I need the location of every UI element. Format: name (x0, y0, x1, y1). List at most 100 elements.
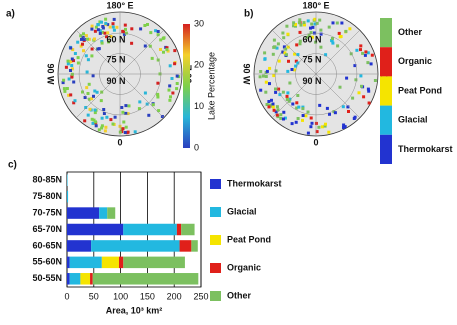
map-pixel (272, 53, 275, 56)
map-pixel (109, 118, 112, 121)
map-pixel (273, 39, 276, 42)
map-pixel (130, 27, 133, 30)
bar-segment (67, 273, 70, 285)
map-pixel (81, 43, 84, 46)
map-pixel (92, 74, 95, 77)
bar-segment (90, 273, 93, 285)
map-pixel (317, 126, 320, 129)
map-pixel (101, 117, 104, 120)
map-pixel (112, 22, 115, 25)
map-pixel (100, 99, 103, 102)
map-pixel (143, 24, 146, 27)
map-pixel (176, 75, 179, 78)
map-pixel (362, 95, 365, 98)
map-pixel (267, 100, 270, 103)
map-pixel (85, 54, 88, 57)
map-pixel (152, 103, 155, 106)
map-pixel (276, 105, 279, 108)
map-pixel (168, 84, 171, 87)
map-pixel (85, 34, 88, 37)
legend-swatch (210, 263, 221, 273)
map-pixel (300, 24, 303, 27)
x-tick-label: 0 (64, 291, 69, 301)
map-pixel (338, 32, 341, 35)
map-pixel (309, 27, 312, 30)
map-pixel (162, 51, 165, 54)
map-pixel (173, 62, 176, 65)
latitude-label: 60 N (302, 34, 321, 44)
map-pixel (159, 48, 162, 51)
map-pixel (95, 124, 98, 127)
map-pixel (86, 71, 89, 74)
map-pixel (345, 77, 348, 80)
map-pixel (168, 99, 171, 102)
map-pixel (74, 52, 77, 55)
map-pixel (94, 30, 97, 33)
colorbar-tick-label: 10 (194, 101, 204, 111)
map-pixel (295, 121, 298, 124)
map-pixel (315, 122, 318, 125)
map-pixel (374, 79, 377, 82)
legend-label: Other (398, 27, 423, 37)
map-pixel (286, 70, 289, 73)
map-pixel (295, 43, 298, 46)
panel-label: a) (6, 9, 15, 20)
map-pixel (282, 111, 285, 114)
map-pixel (328, 113, 331, 116)
map-pixel (266, 70, 269, 73)
map-pixel (91, 118, 94, 121)
map-pixel (301, 107, 304, 110)
bar-segment (67, 207, 99, 219)
map-pixel (112, 26, 115, 29)
map-pixel (286, 95, 289, 98)
map-pixel (310, 117, 313, 120)
map-pixel (368, 102, 371, 105)
map-pixel (88, 83, 91, 86)
bar-segment (67, 224, 123, 236)
map-pixel (74, 99, 77, 102)
map-pixel (121, 111, 124, 114)
map-pixel (71, 73, 74, 76)
colorbar-title: Lake Percentage (206, 52, 216, 120)
map-pixel (119, 131, 122, 134)
map-top-label: 180° E (106, 0, 133, 10)
map-pixel (68, 78, 71, 81)
map-pixel (318, 104, 321, 107)
map-pixel (339, 86, 342, 89)
map-pixel (286, 33, 289, 36)
map-pixel (304, 114, 307, 117)
map-pixel (130, 42, 133, 45)
map-pixel (359, 74, 362, 77)
map-pixel (124, 131, 127, 134)
map-pixel (332, 21, 335, 24)
map-pixel (115, 26, 118, 29)
map-pixel (139, 27, 142, 30)
map-pixel (281, 32, 284, 35)
map-pixel (169, 95, 172, 98)
bar-segment (93, 273, 199, 285)
x-tick-label: 150 (140, 291, 155, 301)
map-pixel (359, 48, 362, 51)
map-pixel (259, 75, 262, 78)
legend-swatch (380, 106, 392, 135)
bar-segment (70, 273, 81, 285)
map-pixel (72, 81, 75, 84)
map-pixel (279, 117, 282, 120)
latitude-label: 90 N (302, 76, 321, 86)
y-tick-label: 75-80N (32, 191, 62, 201)
map-pixel (321, 125, 324, 128)
map-pixel (296, 94, 299, 97)
map-pixel (298, 18, 301, 21)
map-pixel (279, 113, 282, 116)
bar-segment (191, 240, 197, 252)
x-tick-label: 200 (167, 291, 182, 301)
map-pixel (288, 100, 291, 103)
map-pixel (62, 79, 65, 82)
map-pixel (288, 82, 291, 85)
map-pixel (265, 81, 268, 84)
map-pixel (82, 49, 85, 52)
map-pixel (344, 30, 347, 33)
map-pixel (331, 37, 334, 40)
legend-label: Thermokarst (227, 178, 282, 188)
